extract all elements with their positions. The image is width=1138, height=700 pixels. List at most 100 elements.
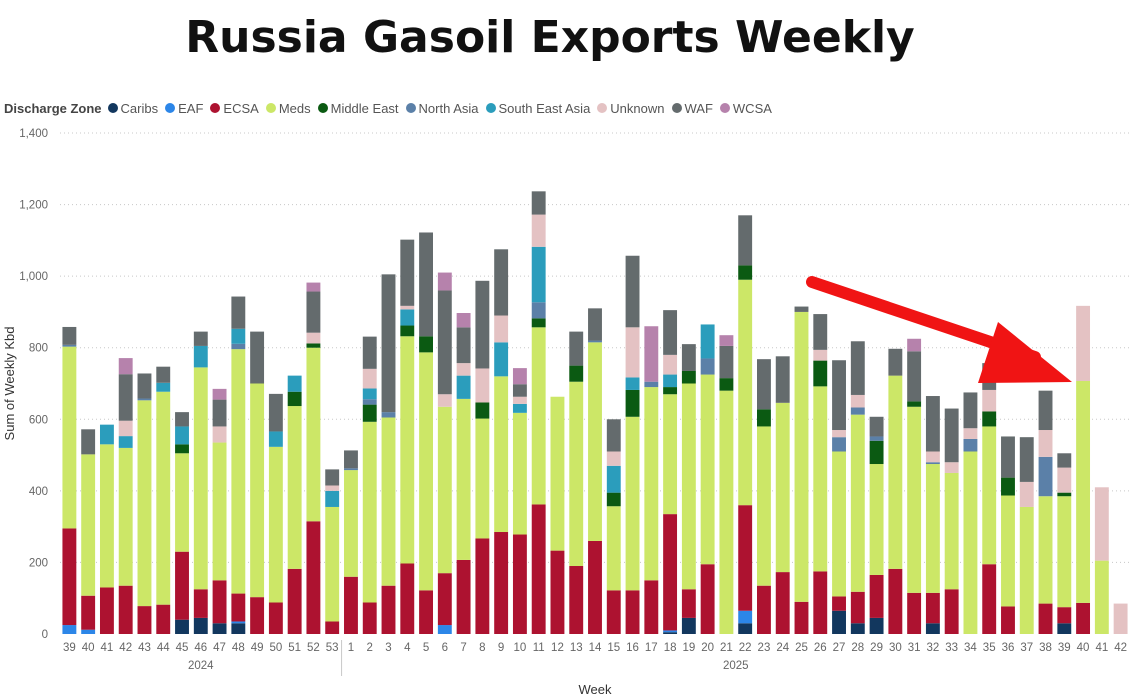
bar-segment bbox=[1057, 496, 1072, 608]
bar-segment bbox=[569, 365, 584, 382]
legend-item-caribs[interactable]: Caribs bbox=[107, 101, 158, 116]
bar-segment bbox=[400, 336, 415, 564]
legend-item-ecsa[interactable]: ECSA bbox=[210, 101, 259, 116]
bar-segment bbox=[907, 338, 922, 352]
bar-segment bbox=[663, 387, 678, 395]
x-tick-label: 48 bbox=[232, 642, 245, 654]
bar-segment bbox=[475, 368, 490, 403]
legend-label: WCSA bbox=[732, 100, 772, 116]
bar-segment bbox=[512, 403, 527, 413]
bar-segment bbox=[813, 386, 828, 572]
bar-segment bbox=[344, 450, 358, 469]
legend-item-waf[interactable]: WAF bbox=[671, 101, 713, 116]
bar-segment bbox=[175, 619, 189, 634]
bar-segment bbox=[625, 416, 640, 591]
bar-segment bbox=[381, 585, 396, 634]
x-tick-label: 42 bbox=[119, 642, 132, 654]
x-tick-label: 19 bbox=[682, 642, 695, 654]
bar-segment bbox=[569, 381, 584, 567]
legend-item-eaf[interactable]: EAF bbox=[165, 101, 203, 116]
bar-segment bbox=[850, 407, 865, 415]
legend-swatch bbox=[317, 103, 328, 113]
bar-segment bbox=[644, 580, 659, 634]
bar-segment bbox=[907, 401, 922, 407]
x-tick-label: 43 bbox=[138, 642, 151, 654]
bar-segment bbox=[1001, 606, 1015, 634]
bar-segment bbox=[118, 358, 133, 375]
bar-segment bbox=[456, 313, 471, 328]
bar-segment bbox=[175, 444, 189, 454]
bar-segment bbox=[156, 382, 171, 392]
y-tick-label: 0 bbox=[42, 629, 48, 641]
bar-segment bbox=[625, 327, 640, 378]
bar-segment bbox=[306, 521, 321, 634]
bar-segment bbox=[644, 381, 659, 388]
x-tick-label: 52 bbox=[307, 642, 320, 654]
x-tick-label: 6 bbox=[442, 642, 448, 654]
bar-segment bbox=[494, 315, 509, 343]
x-tick-label: 25 bbox=[795, 642, 808, 654]
bar-segment bbox=[456, 327, 471, 364]
year-label: 2024 bbox=[188, 660, 214, 672]
bar-segment bbox=[1094, 560, 1109, 634]
bar-segment bbox=[681, 383, 696, 590]
legend-item-meds[interactable]: Meds bbox=[265, 101, 311, 116]
bar-segment bbox=[400, 325, 415, 337]
bar-segment bbox=[137, 373, 152, 399]
bar-segment bbox=[62, 326, 77, 345]
bar-segment bbox=[738, 279, 753, 506]
bar-segment bbox=[231, 349, 246, 594]
legend-item-middle-east[interactable]: Middle East bbox=[317, 101, 399, 116]
x-tick-label: 47 bbox=[213, 642, 226, 654]
x-tick-label: 51 bbox=[288, 642, 301, 654]
chart-title: Russia Gasoil Exports Weekly bbox=[185, 12, 915, 63]
legend-swatch bbox=[719, 103, 730, 113]
bar-segment bbox=[118, 436, 133, 448]
bar-segment bbox=[306, 332, 321, 344]
bar-segment bbox=[137, 400, 152, 607]
legend-swatch bbox=[165, 103, 176, 113]
legend-item-wcsa[interactable]: WCSA bbox=[719, 100, 772, 116]
x-tick-label: 8 bbox=[479, 642, 485, 654]
legend-item-unknown[interactable]: Unknown bbox=[597, 101, 665, 116]
bar-segment bbox=[944, 589, 959, 634]
bar-segment bbox=[738, 505, 753, 611]
bar-segment bbox=[362, 336, 377, 369]
bar-segment bbox=[907, 406, 922, 593]
bars bbox=[62, 191, 1128, 634]
bar-segment bbox=[62, 625, 77, 634]
bar-segment bbox=[456, 559, 471, 634]
bar-segment bbox=[81, 454, 96, 596]
bar-segment bbox=[362, 399, 377, 405]
bar-segment bbox=[1038, 390, 1053, 431]
bar-segment bbox=[606, 492, 621, 507]
bar-segment bbox=[1076, 380, 1091, 603]
bar-segment bbox=[475, 418, 490, 539]
bar-segment bbox=[494, 532, 509, 634]
legend: Discharge Zone Caribs EAF ECSA Meds Middle E… bbox=[4, 98, 779, 118]
bar-segment bbox=[512, 368, 527, 385]
bar-segment bbox=[456, 398, 471, 560]
bar-segment bbox=[362, 388, 377, 400]
x-tick-label: 17 bbox=[645, 642, 658, 654]
legend-item-south-east-asia[interactable]: South East Asia bbox=[485, 101, 590, 116]
bar-segment bbox=[325, 621, 340, 634]
bar-segment bbox=[644, 387, 659, 581]
bar-segment bbox=[813, 349, 828, 361]
bar-segment bbox=[400, 305, 415, 310]
bar-segment bbox=[775, 356, 790, 403]
bar-segment bbox=[925, 451, 940, 463]
bar-segment bbox=[982, 389, 997, 412]
bar-segment bbox=[625, 377, 640, 390]
bar-segment bbox=[700, 564, 715, 634]
y-tick-label: 200 bbox=[29, 557, 48, 569]
bar-segment bbox=[81, 595, 96, 630]
legend-item-north-asia[interactable]: North Asia bbox=[405, 101, 479, 116]
x-tick-label: 33 bbox=[945, 642, 958, 654]
x-tick-label: 7 bbox=[460, 642, 466, 654]
bar-segment bbox=[869, 440, 884, 465]
bar-segment bbox=[306, 291, 321, 333]
x-tick-label: 4 bbox=[404, 642, 411, 654]
bar-segment bbox=[137, 398, 152, 401]
bar-segment bbox=[99, 587, 114, 634]
